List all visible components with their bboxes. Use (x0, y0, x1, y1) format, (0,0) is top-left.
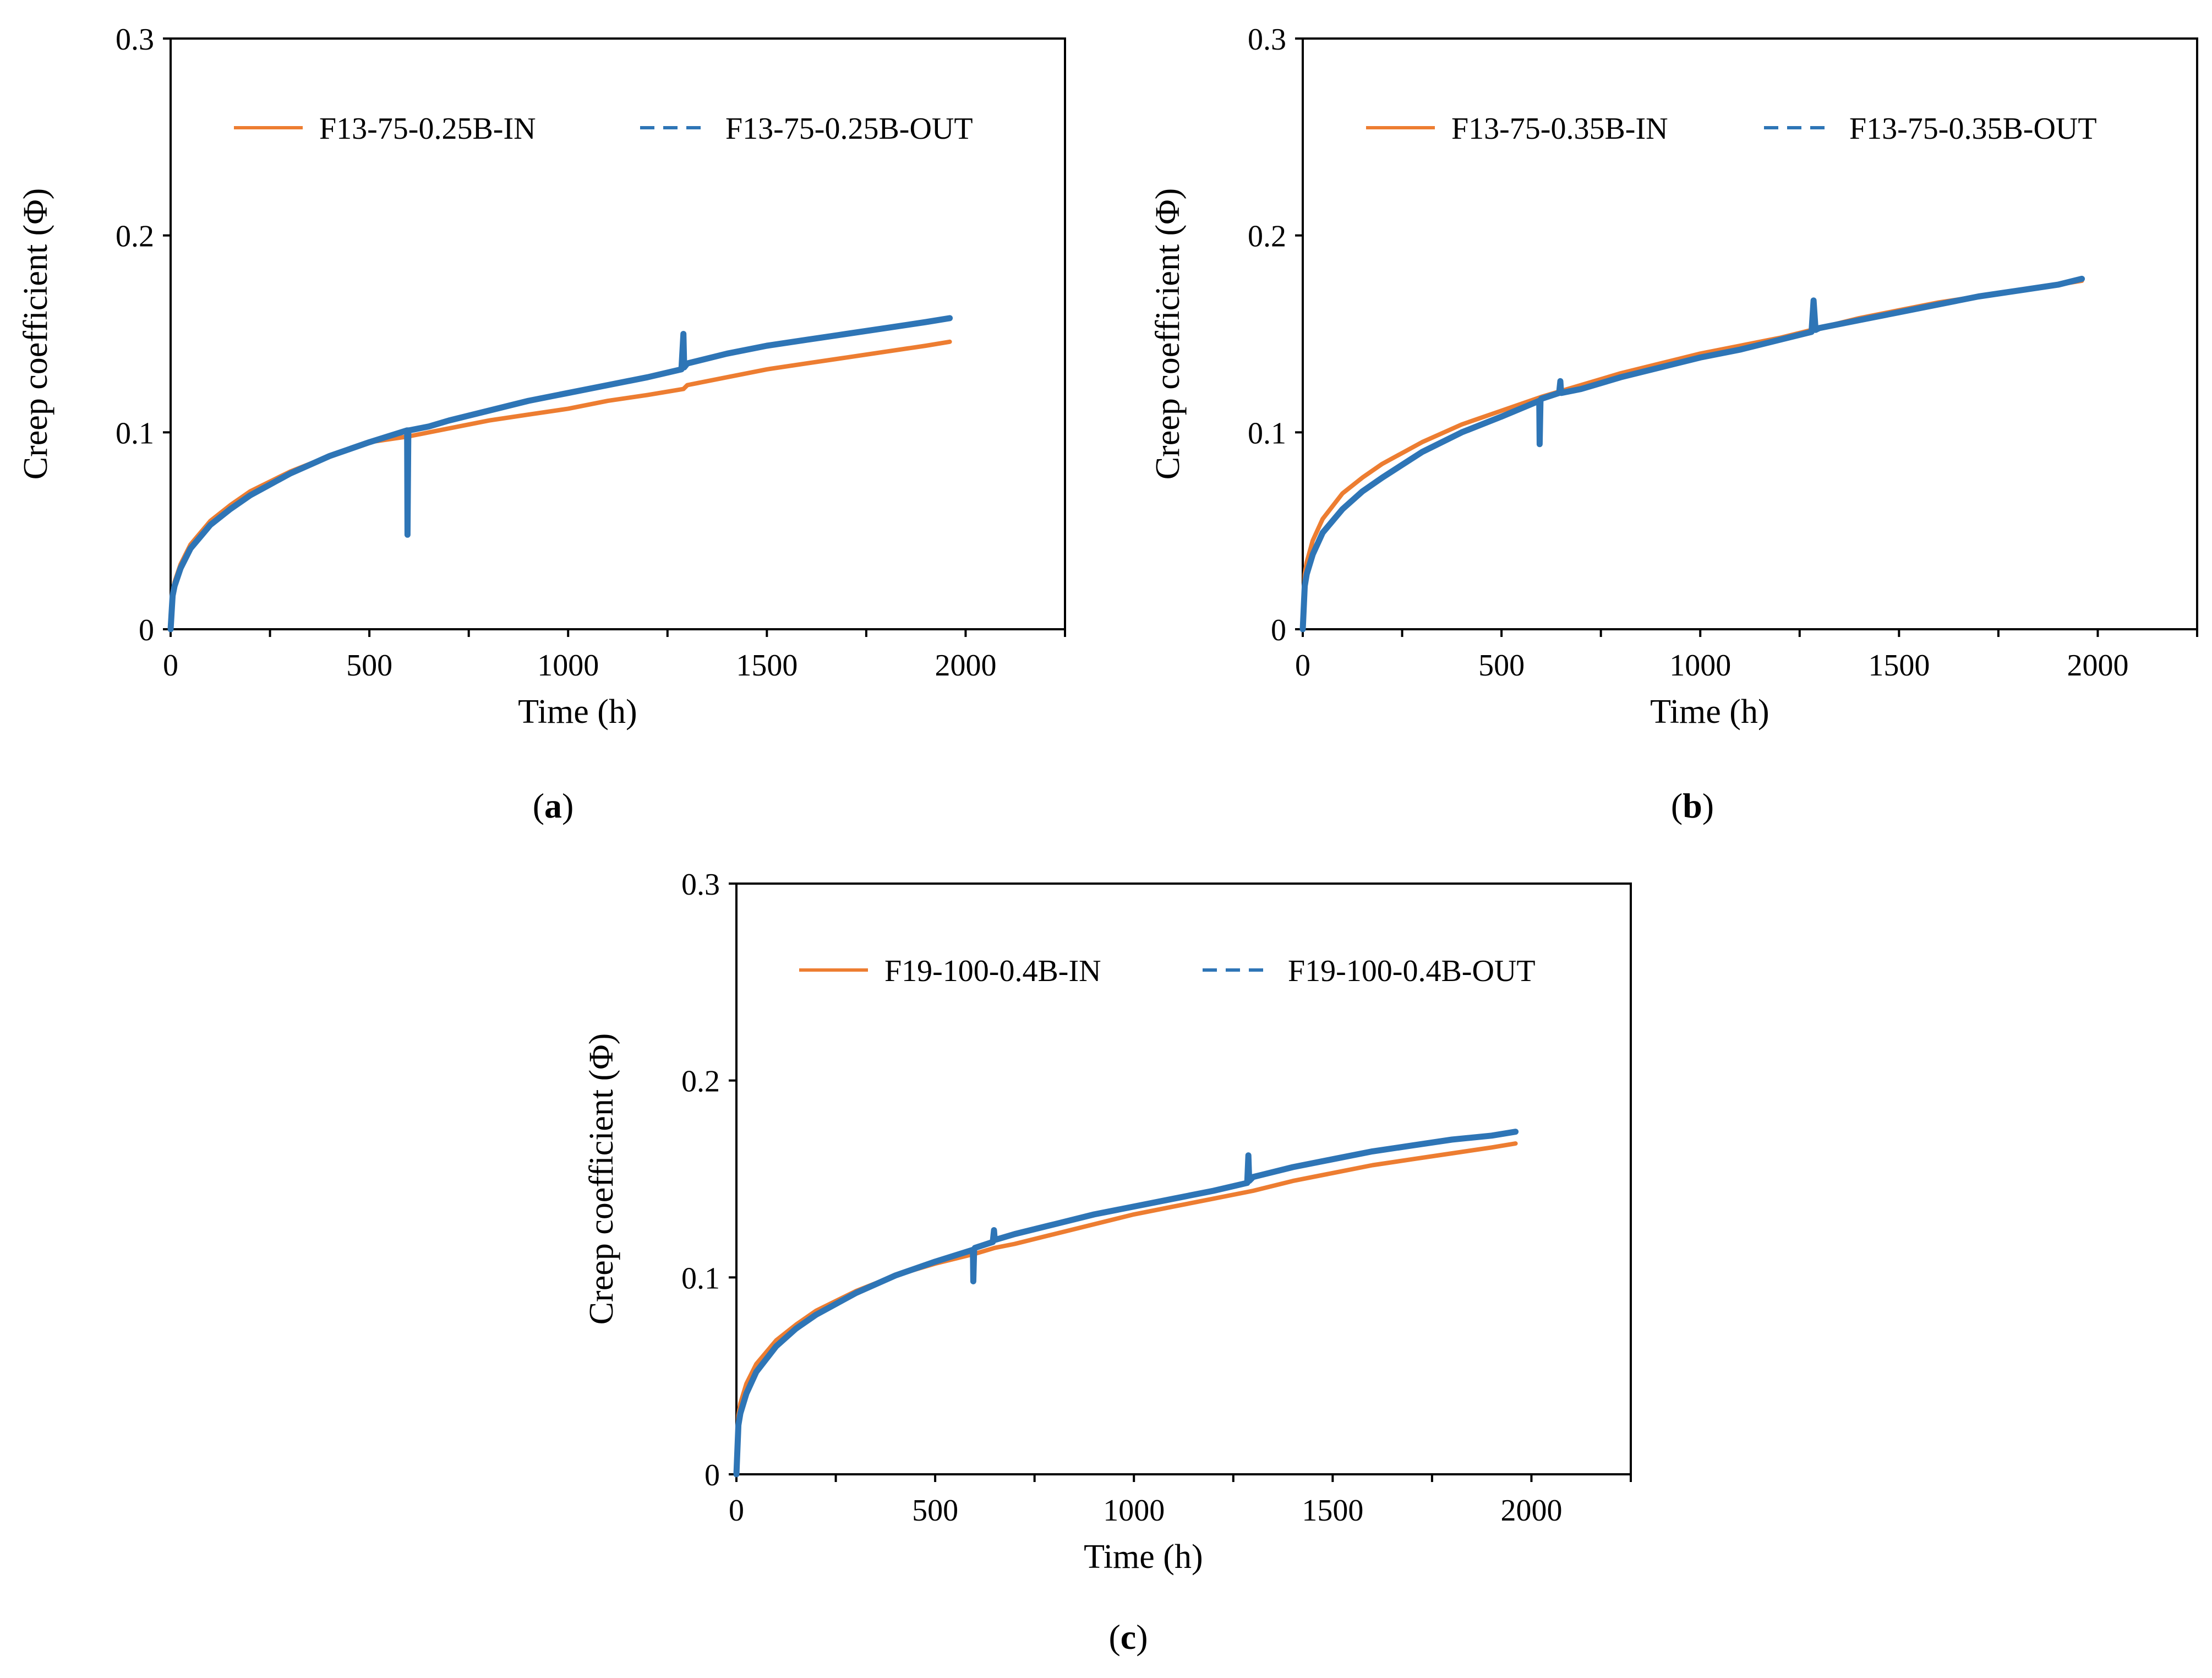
panel-caption: (c) (1108, 1617, 1148, 1657)
y-axis-title: Creep coefficient (Φ) (583, 1033, 620, 1325)
chart-c: 0 0.1 0.2 0.3 0 500 1000 1500 2000 Time (h) Creep … (583, 868, 1632, 1657)
x-tick-label: 500 (912, 1494, 958, 1528)
y-tick-label: 0.2 (1248, 220, 1286, 254)
y-tick-label: 0.3 (116, 23, 154, 57)
y-tick-label: 0 (704, 1458, 720, 1492)
series-line-out (733, 1129, 1519, 1478)
legend-label: F19-100-0.4B-OUT (1288, 954, 1536, 988)
y-tick-label: 0.1 (1248, 416, 1286, 450)
x-tick-label: 0 (1295, 649, 1310, 683)
y-tick-label: 0.2 (116, 220, 154, 254)
x-tick-label: 1500 (1302, 1494, 1363, 1528)
plot-frame (1302, 37, 2198, 630)
legend-label: F19-100-0.4B-IN (884, 954, 1101, 988)
x-axis-title: Time (h) (1084, 1538, 1203, 1576)
x-axis-title: Time (h) (1650, 693, 1769, 731)
x-tick-label: 2000 (1500, 1494, 1562, 1528)
panel-caption-letter: c (1121, 1617, 1136, 1657)
y-tick-label: 0 (139, 613, 154, 647)
y-tick-label: 0.1 (116, 416, 154, 450)
series-line-in (734, 1141, 1518, 1477)
legend-label: F13-75-0.35B-OUT (1849, 112, 2097, 146)
panel-caption: (b) (1671, 786, 1714, 825)
series-line-in (168, 339, 952, 631)
panel-caption: (a) (533, 786, 574, 825)
series-line-out (167, 315, 953, 633)
legend-label: F13-75-0.25B-OUT (725, 112, 973, 146)
legend-label: F13-75-0.35B-IN (1451, 112, 1668, 146)
plot-frame (170, 37, 1066, 630)
y-tick-label: 0 (1271, 613, 1286, 647)
x-tick-label: 1500 (1868, 649, 1930, 683)
chart-a: 0 0.1 0.2 0.3 0 500 1000 1500 2000 Time (h) Creep … (17, 23, 1066, 825)
y-tick-label: 0.3 (681, 868, 720, 902)
x-tick-label: 1000 (1103, 1494, 1165, 1528)
x-tick-label: 1500 (736, 649, 798, 683)
x-tick-label: 1000 (1669, 649, 1731, 683)
legend-label: F13-75-0.25B-IN (319, 112, 536, 146)
x-tick-label: 2000 (2067, 649, 2128, 683)
plot-frame (735, 882, 1632, 1475)
y-tick-label: 0.1 (681, 1261, 720, 1295)
x-axis-title: Time (h) (518, 693, 637, 731)
x-tick-label: 2000 (935, 649, 996, 683)
panel-caption-letter: a (544, 786, 562, 825)
x-tick-label: 500 (346, 649, 392, 683)
x-tick-label: 1000 (537, 649, 599, 683)
y-tick-label: 0.3 (1248, 23, 1286, 57)
y-axis-title: Creep coefficient (Φ) (1149, 188, 1187, 480)
x-tick-label: 0 (163, 649, 178, 683)
y-tick-label: 0.2 (681, 1065, 720, 1099)
x-tick-label: 0 (729, 1494, 744, 1528)
x-tick-label: 500 (1478, 649, 1525, 683)
series-line-out (1299, 275, 2085, 633)
y-axis-title: Creep coefficient (Φ) (17, 188, 54, 480)
chart-b: 0 0.1 0.2 0.3 0 500 1000 1500 2000 Time (h) Creep … (1149, 23, 2198, 825)
panel-caption-letter: b (1683, 786, 1702, 825)
